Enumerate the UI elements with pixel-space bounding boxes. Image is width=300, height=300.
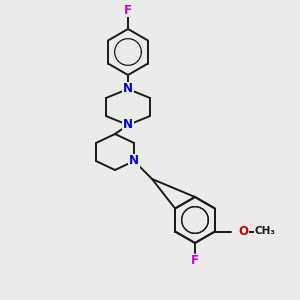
Text: F: F — [124, 4, 132, 16]
Text: F: F — [191, 254, 199, 268]
Text: N: N — [123, 82, 133, 95]
Text: N: N — [129, 154, 139, 167]
Text: CH₃: CH₃ — [254, 226, 275, 236]
Text: O: O — [238, 225, 248, 238]
Text: N: N — [123, 118, 133, 131]
